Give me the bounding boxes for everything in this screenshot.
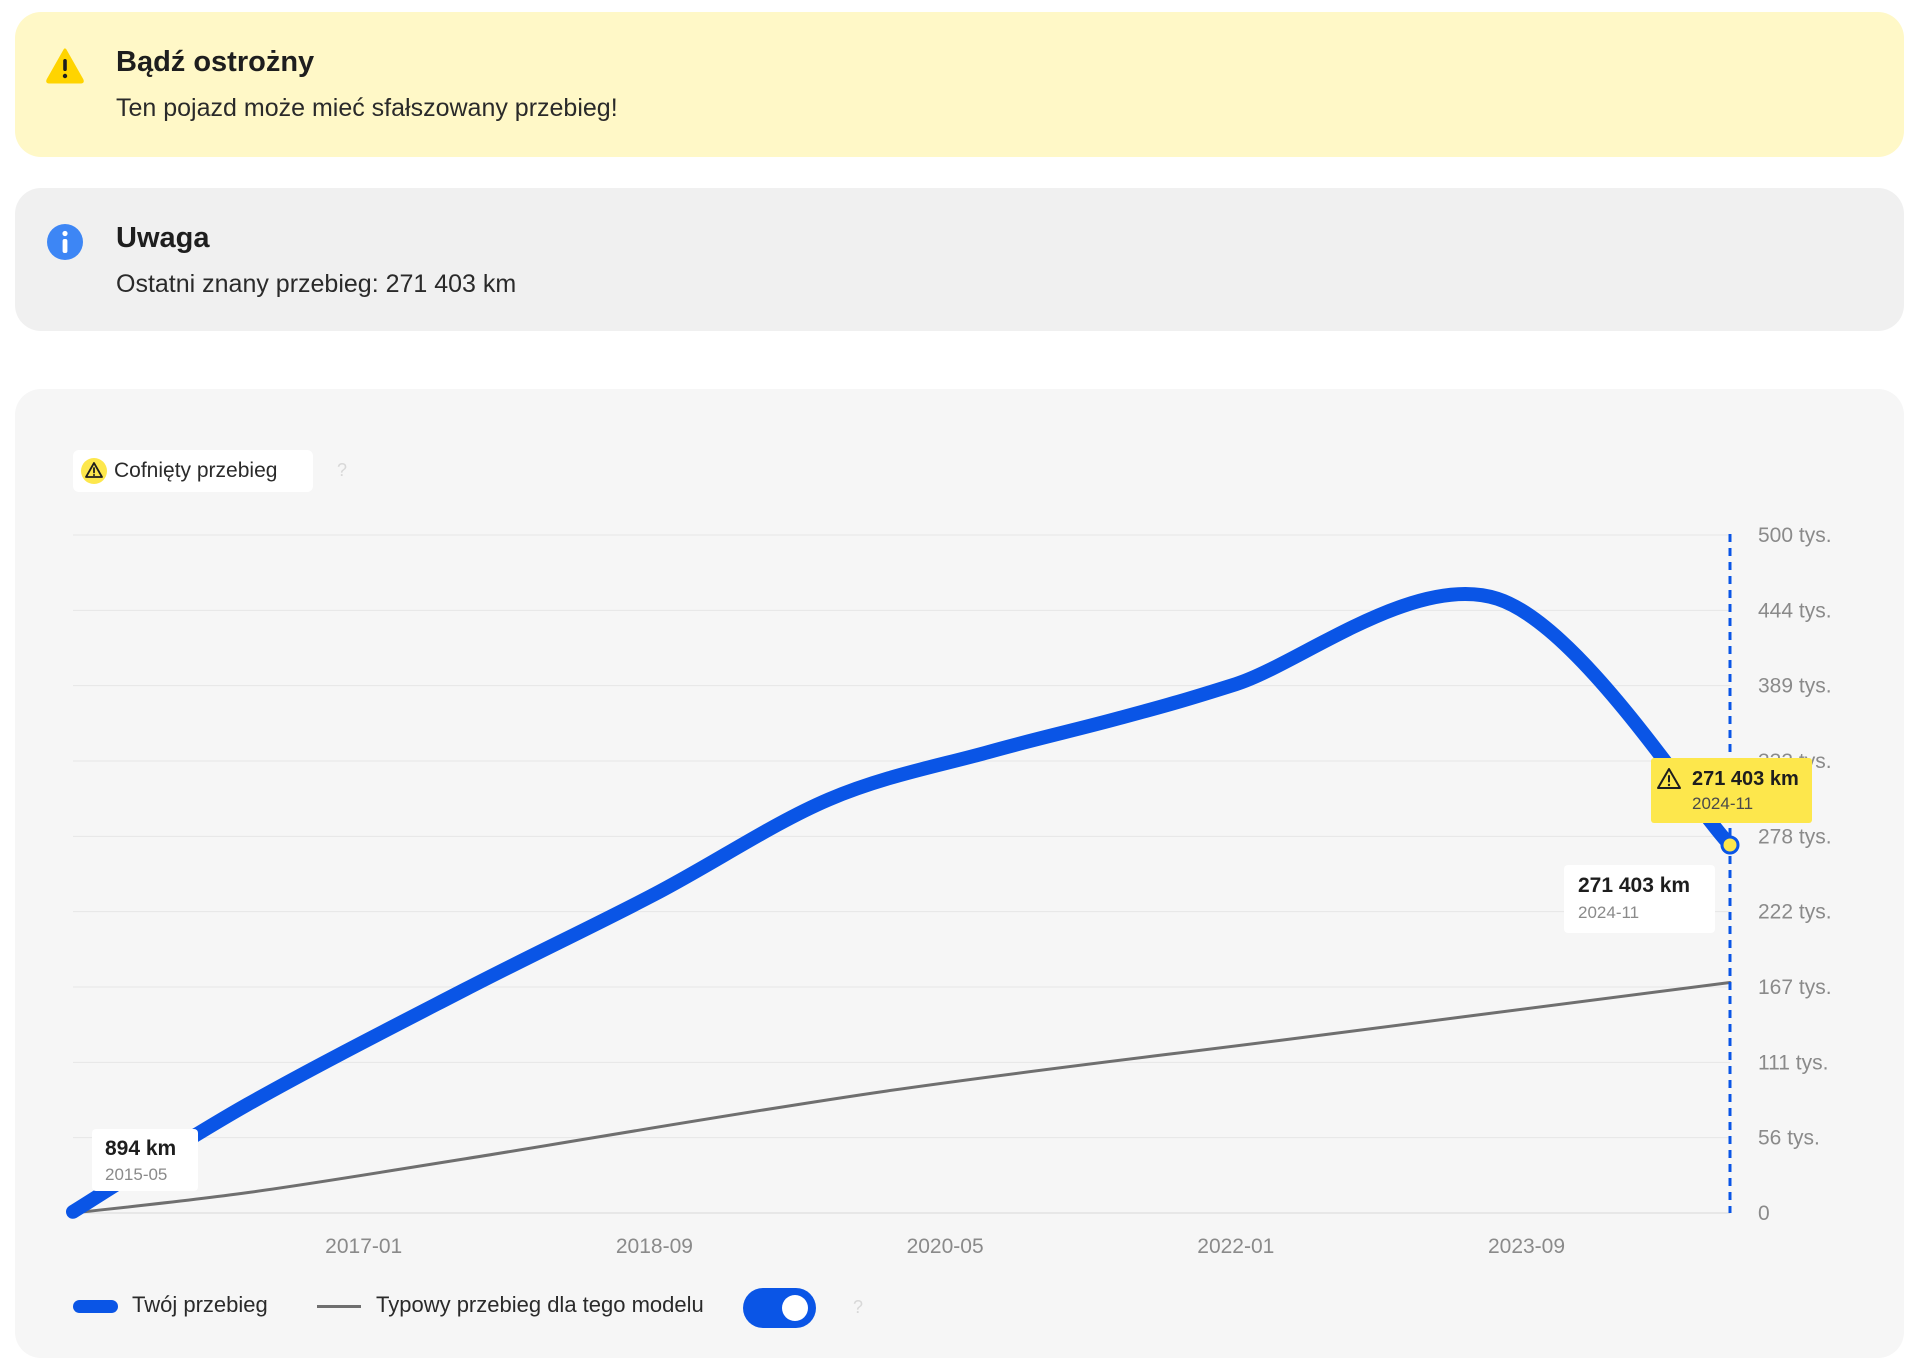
legend-typical-label: Typowy przebieg dla tego modelu [376, 1292, 704, 1317]
info-banner: Uwaga Ostatni znany przebieg: 271 403 km [15, 188, 1904, 331]
y-tick-label: 56 tys. [1758, 1127, 1820, 1150]
rollback-label-date: 2024-11 [1692, 794, 1753, 813]
x-tick-label: 2020-05 [907, 1235, 984, 1258]
legend-typical-swatch [317, 1305, 361, 1308]
y-tick-label: 222 tys. [1758, 901, 1832, 924]
rollback-label-icon [1657, 768, 1681, 789]
x-tick-label: 2023-09 [1488, 1235, 1565, 1258]
legend-yours-label: Twój przebieg [132, 1292, 268, 1317]
rollback-label-box [1651, 758, 1812, 823]
warning-text: Ten pojazd może mieć sfałszowany przebie… [116, 94, 618, 122]
end-label-date: 2024-11 [1578, 903, 1639, 922]
rollback-warning-icon [81, 458, 107, 484]
x-tick-label: 2018-09 [616, 1235, 693, 1258]
legend-yours-swatch [73, 1300, 118, 1313]
y-tick-label: 0 [1758, 1202, 1770, 1225]
start-label-value: 894 km [105, 1137, 176, 1160]
typical-mileage-line [71, 980, 1732, 1215]
y-tick-label: 500 tys. [1758, 524, 1832, 547]
end-point-marker [1720, 835, 1740, 855]
warning-title: Bądź ostrożny [116, 46, 315, 78]
x-tick-label: 2022-01 [1197, 1235, 1274, 1258]
legend-help-icon[interactable]: ? [853, 1297, 864, 1317]
rollback-label-dot [1667, 783, 1671, 787]
rollback-label-triangle [1657, 768, 1681, 789]
info-text: Ostatni znany przebieg: 271 403 km [116, 270, 517, 298]
y-tick-label: 278 tys. [1758, 825, 1832, 848]
x-tick-label: 2017-01 [325, 1235, 402, 1258]
y-tick-label: 111 tys. [1758, 1051, 1828, 1074]
info-circle-icon [47, 224, 83, 260]
rollback-help-icon[interactable]: ? [337, 460, 348, 480]
start-label-date: 2015-05 [105, 1165, 167, 1184]
typical-mileage-toggle[interactable] [743, 1288, 816, 1328]
end-label-value: 271 403 km [1578, 874, 1690, 897]
rollback-badge: Cofnięty przebieg [73, 450, 313, 492]
rollback-badge-label: Cofnięty przebieg [114, 459, 278, 482]
your-mileage-line [66, 586, 1737, 1219]
y-tick-label: 389 tys. [1758, 675, 1832, 698]
y-tick-label: 444 tys. [1758, 599, 1832, 622]
warning-banner: Bądź ostrożny Ten pojazd może mieć sfałs… [15, 12, 1904, 157]
start-label-box [92, 1129, 198, 1191]
info-title: Uwaga [116, 222, 210, 254]
end-label-box [1564, 865, 1715, 933]
rollback-label-value: 271 403 km [1692, 768, 1799, 790]
toggle-knob [782, 1295, 808, 1321]
y-tick-label: 167 tys. [1758, 976, 1832, 999]
warning-triangle-icon [46, 48, 84, 84]
